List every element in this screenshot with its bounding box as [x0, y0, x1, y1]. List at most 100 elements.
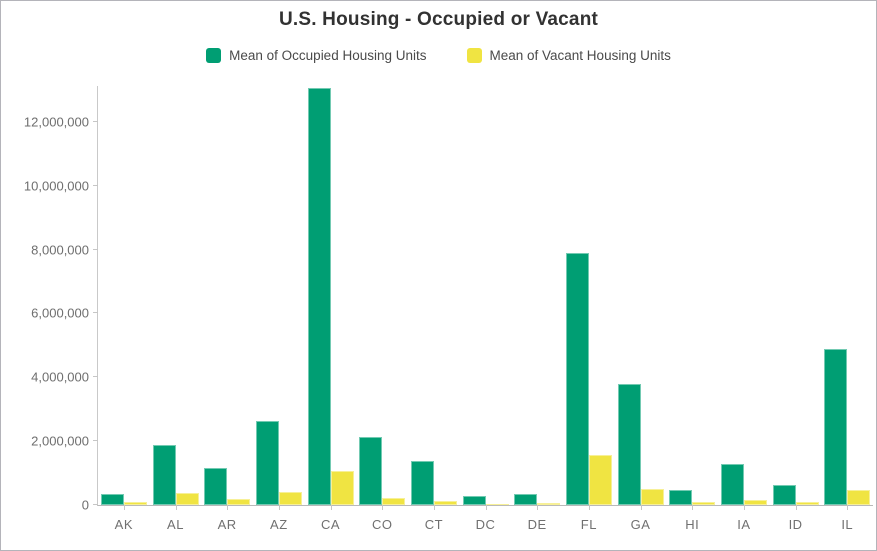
category-group-al: AL — [150, 86, 202, 532]
bar-occupied-az[interactable] — [255, 421, 279, 505]
bar-occupied-ar[interactable] — [204, 468, 228, 505]
x-axis-tick — [175, 505, 177, 510]
x-axis-tick — [433, 505, 435, 510]
bar-vacant-ga[interactable] — [640, 489, 664, 505]
bar-pair — [824, 348, 871, 505]
bar-occupied-dc[interactable] — [462, 496, 486, 505]
category-group-co: CO — [356, 86, 408, 532]
legend-item-occupied[interactable]: Mean of Occupied Housing Units — [206, 48, 427, 63]
x-axis-label-fl: FL — [580, 517, 597, 532]
category-group-ga: GA — [615, 86, 667, 532]
legend-swatch-vacant-icon — [466, 48, 482, 63]
bar-pair — [204, 468, 251, 505]
bar-pair — [410, 461, 457, 505]
x-axis-tick — [537, 505, 539, 510]
bar-pair — [255, 421, 302, 505]
x-axis-tick — [330, 505, 332, 510]
bar-pair — [720, 464, 767, 505]
y-axis-label: 8,000,000 — [31, 242, 89, 257]
bar-vacant-ar[interactable] — [227, 498, 251, 505]
x-axis-label-de: DE — [527, 517, 547, 532]
x-axis-label-ct: CT — [424, 517, 444, 532]
y-axis-label: 0 — [81, 497, 89, 513]
bar-vacant-de[interactable] — [537, 502, 561, 505]
x-axis-tick — [795, 505, 797, 510]
x-axis-label-az: AZ — [270, 517, 288, 532]
bar-occupied-co[interactable] — [359, 437, 383, 505]
x-axis-tick — [588, 505, 590, 510]
x-axis-tick — [847, 505, 849, 510]
bar-vacant-hi[interactable] — [692, 502, 716, 505]
category-group-ia: IA — [718, 86, 770, 532]
x-axis-tick — [227, 505, 229, 510]
x-axis-tick — [123, 505, 125, 510]
x-axis-label-ga: GA — [630, 517, 651, 532]
bar-vacant-ca[interactable] — [330, 470, 354, 505]
chart-region: 0 2,000,000 4,000,000 6,000,000 8,000,000 10,… — [24, 86, 873, 532]
y-axis-tick — [93, 440, 98, 442]
x-axis-label-ca: CA — [320, 517, 341, 532]
bar-occupied-fl[interactable] — [565, 252, 589, 505]
chart-title: U.S. Housing - Occupied or Vacant — [278, 9, 599, 30]
y-axis-tick — [93, 504, 98, 505]
category-group-de: DE — [511, 86, 563, 532]
y-axis-tick — [93, 120, 98, 122]
x-axis-label-ar: AR — [217, 517, 237, 532]
bar-vacant-az[interactable] — [278, 492, 302, 505]
x-axis-tick — [692, 505, 694, 510]
bar-vacant-ak[interactable] — [123, 502, 147, 505]
category-group-il: IL — [821, 86, 873, 532]
bar-vacant-ia[interactable] — [743, 500, 767, 505]
bar-vacant-il[interactable] — [847, 489, 871, 505]
bar-occupied-ga[interactable] — [617, 383, 641, 505]
bar-occupied-id[interactable] — [772, 484, 796, 505]
plot-area: 0 2,000,000 4,000,000 6,000,000 8,000,000 10,… — [24, 86, 873, 532]
x-axis-tick — [743, 505, 745, 510]
category-group-az: AZ — [253, 86, 305, 532]
bar-pair — [772, 484, 819, 505]
legend-label-occupied: Mean of Occupied Housing Units — [229, 48, 427, 63]
x-axis-label-dc: DC — [475, 517, 496, 532]
legend: Mean of Occupied Housing Units Mean of V… — [1, 48, 876, 63]
category-group-hi: HI — [666, 86, 718, 532]
x-axis-label-ak: AK — [114, 517, 133, 532]
bar-occupied-ca[interactable] — [307, 87, 331, 505]
x-axis-label-il: IL — [841, 517, 854, 532]
category-group-dc: DC — [460, 86, 512, 532]
legend-item-vacant[interactable]: Mean of Vacant Housing Units — [466, 48, 671, 63]
x-axis-label-id: ID — [788, 517, 803, 532]
y-axis-label: 10,000,000 — [23, 178, 89, 194]
bar-pair — [359, 437, 406, 505]
bar-occupied-al[interactable] — [152, 444, 176, 505]
bar-pair — [462, 496, 509, 505]
y-axis-label: 4,000,000 — [31, 369, 89, 385]
bar-occupied-il[interactable] — [824, 348, 848, 505]
x-axis-tick — [278, 505, 280, 510]
bar-vacant-fl[interactable] — [588, 454, 612, 505]
bar-occupied-ia[interactable] — [720, 464, 744, 505]
bar-occupied-hi[interactable] — [669, 490, 693, 505]
bar-pair — [152, 444, 199, 505]
y-axis-label: 6,000,000 — [31, 305, 89, 321]
bar-vacant-ct[interactable] — [433, 500, 457, 505]
category-group-id: ID — [770, 86, 822, 532]
bar-occupied-ak[interactable] — [100, 494, 124, 505]
bar-pair — [307, 87, 354, 505]
bar-occupied-ct[interactable] — [410, 461, 434, 505]
category-group-ct: CT — [408, 86, 460, 532]
bar-vacant-dc[interactable] — [485, 503, 509, 505]
category-group-ar: AR — [201, 86, 253, 532]
bar-vacant-id[interactable] — [795, 501, 819, 505]
y-axis-tick — [93, 248, 98, 250]
bar-occupied-de[interactable] — [514, 493, 538, 505]
bar-vacant-al[interactable] — [175, 492, 199, 505]
bar-pair — [514, 493, 561, 505]
x-axis-label-co: CO — [371, 517, 393, 532]
category-group-ca: CA — [305, 86, 357, 532]
y-axis-label: 2,000,000 — [31, 433, 89, 449]
bar-vacant-co[interactable] — [382, 498, 406, 505]
bar-pair — [617, 383, 664, 505]
category-group-fl: FL — [563, 86, 615, 532]
y-axis-label: 12,000,000 — [23, 114, 89, 130]
